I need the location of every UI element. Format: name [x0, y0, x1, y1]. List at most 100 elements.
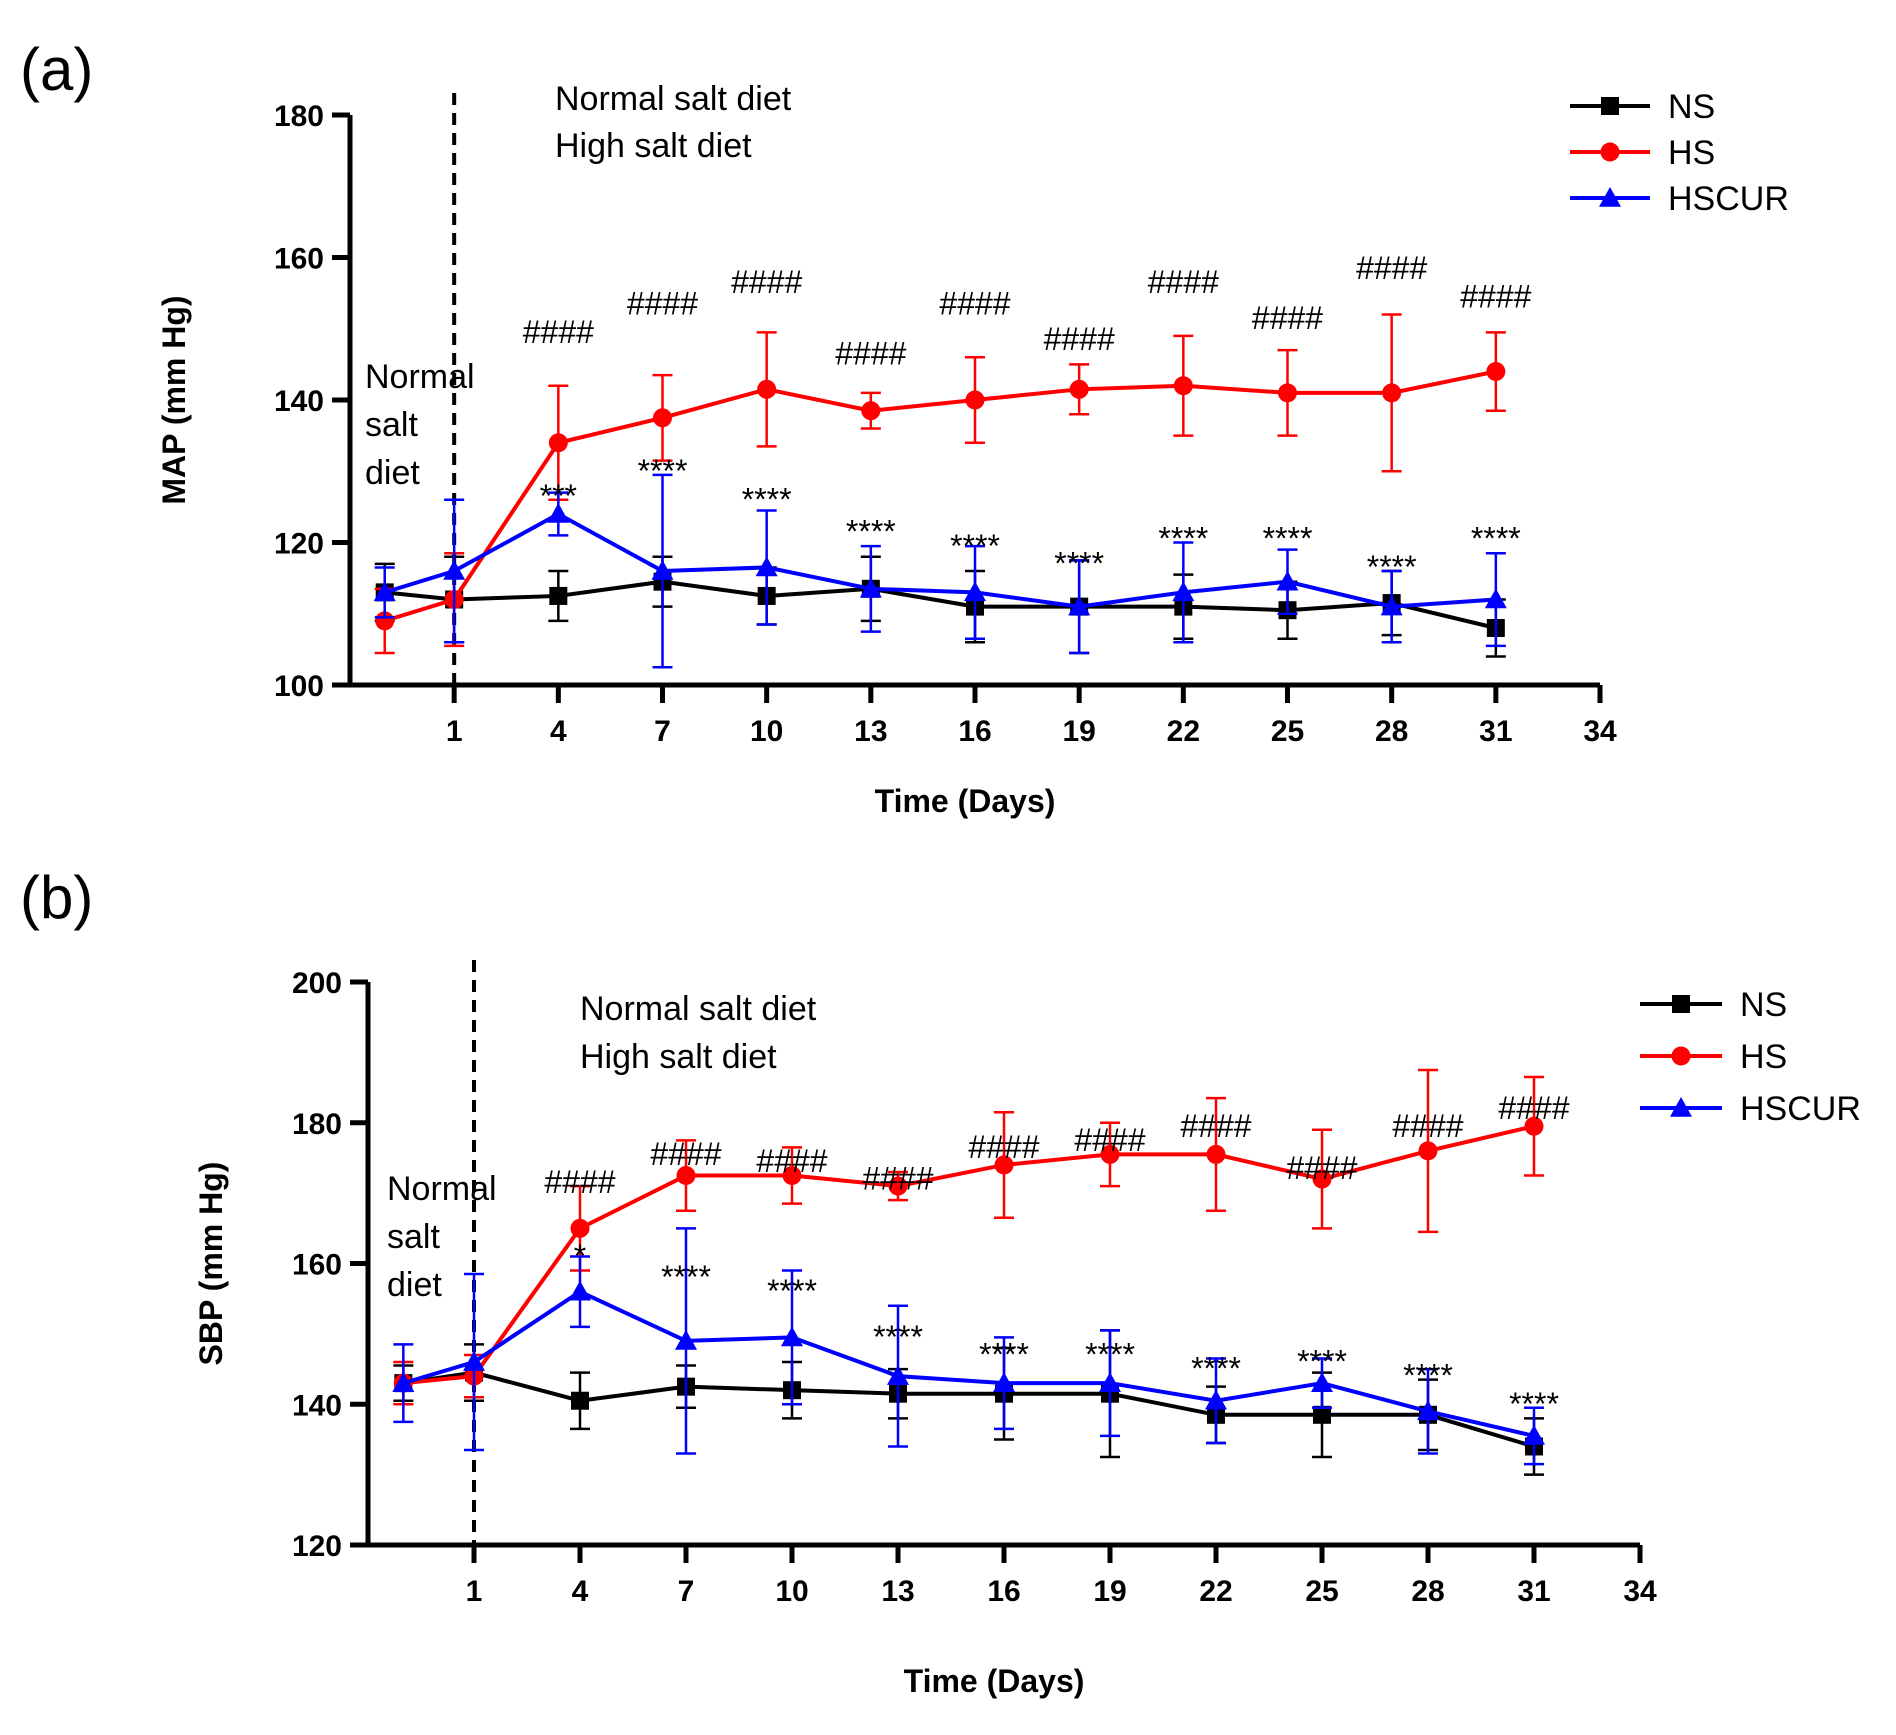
data-point [859, 577, 882, 598]
hs-significance-label: #### [1392, 1108, 1463, 1144]
hscur-significance-label: **** [1367, 549, 1417, 585]
hscur-significance-label: **** [1158, 521, 1208, 557]
diet-annotation-left: salt [387, 1218, 440, 1256]
hs-significance-label: #### [1044, 321, 1115, 357]
diet-annotation: Normal salt diet [555, 80, 792, 118]
hs-significance-label: #### [544, 1164, 615, 1200]
chart-panel-a: (a) 100 120 140 160 180 1 4 7 10 13 16 19 22 25 28 31 34 T… [20, 36, 1789, 819]
hscur-significance-label: **** [1054, 546, 1104, 582]
hscur-significance-label: **** [661, 1259, 711, 1295]
series-line [403, 1370, 1535, 1449]
diet-annotation-left: Normal [365, 358, 475, 396]
data-point [861, 401, 881, 421]
data-point [1206, 1144, 1226, 1164]
legend: NS HS HSCUR [1640, 986, 1861, 1128]
data-point [1523, 1424, 1545, 1445]
x-tick-label: 7 [678, 1575, 695, 1608]
legend-marker [1671, 1046, 1691, 1066]
legend-marker [1599, 187, 1621, 207]
x-tick-label: 22 [1167, 715, 1200, 748]
panel-label: (a) [20, 36, 93, 103]
y-tick-label: 160 [292, 1249, 342, 1282]
data-point [1068, 595, 1091, 616]
hscur-significance-label: **** [742, 481, 792, 517]
y-tick-label: 100 [274, 670, 324, 703]
data-point [675, 1329, 697, 1350]
legend-marker [1600, 142, 1620, 162]
hs-significance-label: #### [756, 1143, 827, 1179]
data-point [653, 408, 672, 428]
hscur-significance-label: **** [1403, 1358, 1453, 1394]
x-tick-label: 28 [1411, 1575, 1444, 1608]
y-tick-label: 180 [292, 1108, 342, 1141]
data-point [1524, 1116, 1544, 1136]
data-point [1173, 376, 1193, 396]
data-point [1486, 362, 1506, 381]
series-hs [393, 1068, 1544, 1406]
hscur-significance-label: **** [1263, 521, 1313, 557]
hscur-significance-label: *** [540, 478, 577, 514]
x-tick-label: 19 [1062, 715, 1095, 748]
hscur-significance-label: **** [1085, 1337, 1135, 1373]
series-ns [374, 555, 1506, 658]
data-point [1276, 570, 1299, 591]
x-tick-label: 31 [1479, 715, 1512, 748]
diet-annotation-left: salt [365, 406, 418, 444]
data-point [548, 433, 568, 453]
y-tick-label: 120 [292, 1530, 342, 1563]
y-axis-title: MAP (mm Hg) [156, 295, 192, 504]
series-line [402, 1289, 1535, 1438]
data-point [571, 1391, 589, 1410]
hs-significance-label: #### [1074, 1122, 1145, 1158]
hs-significance-label: #### [650, 1136, 721, 1172]
data-point [1100, 1144, 1120, 1164]
hs-significance-label: #### [1356, 250, 1427, 286]
hs-significance-label: #### [1498, 1090, 1569, 1126]
hs-significance-label: #### [1148, 264, 1219, 300]
data-point [1418, 1141, 1438, 1161]
x-tick-label: 7 [654, 715, 671, 748]
hscur-significance-label: **** [873, 1319, 923, 1355]
x-tick-label: 28 [1375, 715, 1408, 748]
data-point [1312, 1169, 1332, 1189]
hs-significance-label: #### [627, 286, 698, 322]
x-tick-label: 4 [550, 715, 567, 748]
legend-label: NS [1668, 88, 1715, 126]
x-tick-label: 25 [1271, 715, 1304, 748]
panel-label: (b) [20, 864, 93, 931]
hscur-significance-label: **** [979, 1337, 1029, 1373]
x-axis-title: Time (Days) [904, 1663, 1085, 1699]
data-point [1484, 588, 1507, 609]
hscur-significance-label: **** [846, 514, 896, 550]
data-point [1069, 379, 1089, 399]
y-axis-title: SBP (mm Hg) [193, 1162, 229, 1366]
data-point [549, 586, 568, 605]
chart-panel-b: (b) 120 140 160 180 200 1 4 7 10 13 16 19 22 25 28 31 34 T… [20, 864, 1861, 1699]
x-tick-label: 22 [1199, 1575, 1232, 1608]
data-point [1313, 1405, 1331, 1424]
diet-annotation-left: diet [387, 1266, 442, 1304]
data-point [1417, 1400, 1439, 1421]
hs-significance-label: #### [1286, 1150, 1357, 1186]
data-point [1099, 1372, 1121, 1392]
hscur-significance-label: **** [767, 1273, 817, 1309]
series-line [403, 1124, 1535, 1386]
series-ns [393, 1329, 1544, 1476]
data-point [994, 1155, 1014, 1175]
y-tick-label: 200 [292, 967, 342, 1000]
hscur-significance-label: **** [1191, 1351, 1241, 1387]
data-point [570, 1218, 590, 1238]
data-point [569, 1280, 591, 1301]
diet-annotation: Normal salt diet [580, 990, 817, 1028]
data-point [755, 556, 778, 577]
x-tick-label: 34 [1583, 715, 1617, 748]
legend-marker [1601, 97, 1619, 115]
legend-marker [1672, 995, 1690, 1013]
data-point [676, 1166, 696, 1186]
data-point [1311, 1372, 1333, 1392]
data-point [1278, 383, 1297, 403]
data-point [547, 503, 570, 523]
x-tick-label: 4 [572, 1575, 589, 1608]
data-point [373, 581, 396, 602]
